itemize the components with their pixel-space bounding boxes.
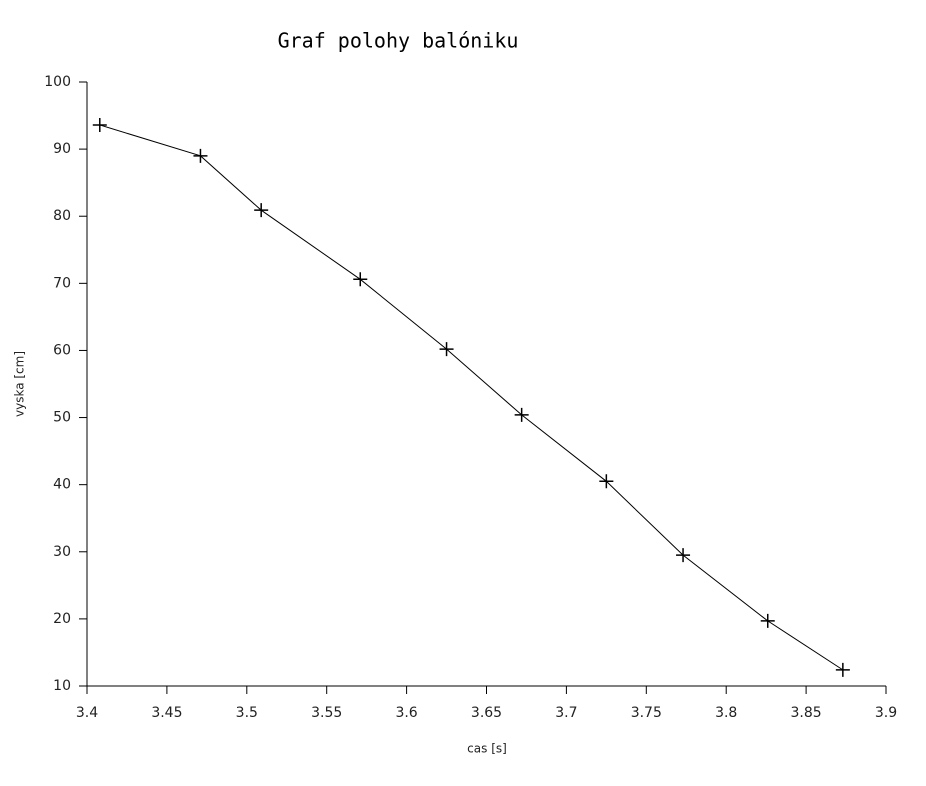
x-tick-label: 3.45 [151,705,182,721]
y-tick-label: 50 [53,410,71,426]
point-marker [193,148,208,163]
x-tick-label: 3.9 [875,705,897,721]
y-tick-label: 100 [44,74,71,90]
y-tick-label: 90 [53,141,71,157]
point-marker [514,407,529,422]
point-marker [92,117,107,132]
point-marker [439,342,454,357]
point-marker [254,203,269,218]
chart-title: Graf polohy balóniku [278,29,519,53]
y-tick-label: 40 [53,477,71,493]
x-axis-label: cas [s] [467,742,507,756]
x-tick-label: 3.6 [395,705,417,721]
x-tick-label: 3.65 [471,705,502,721]
x-tick-label: 3.75 [631,705,662,721]
x-tick-label: 3.5 [236,705,258,721]
y-tick-label: 30 [53,544,71,560]
x-tick-label: 3.85 [791,705,822,721]
y-tick-label: 10 [53,678,71,694]
x-tick-label: 3.55 [311,705,342,721]
x-tick-label: 3.7 [555,705,577,721]
point-marker [835,662,850,677]
x-tick-label: 3.4 [76,705,98,721]
y-tick-label: 80 [53,208,71,224]
point-marker [676,548,691,563]
point-marker [599,474,614,489]
x-tick-label: 3.8 [715,705,737,721]
y-tick-label: 70 [53,275,71,291]
point-marker [353,272,368,287]
point-marker [760,613,775,628]
data-line [99,124,844,671]
y-tick-label: 60 [53,342,71,358]
y-axis-label: vyska [cm] [13,351,27,417]
y-tick-label: 20 [53,611,71,627]
